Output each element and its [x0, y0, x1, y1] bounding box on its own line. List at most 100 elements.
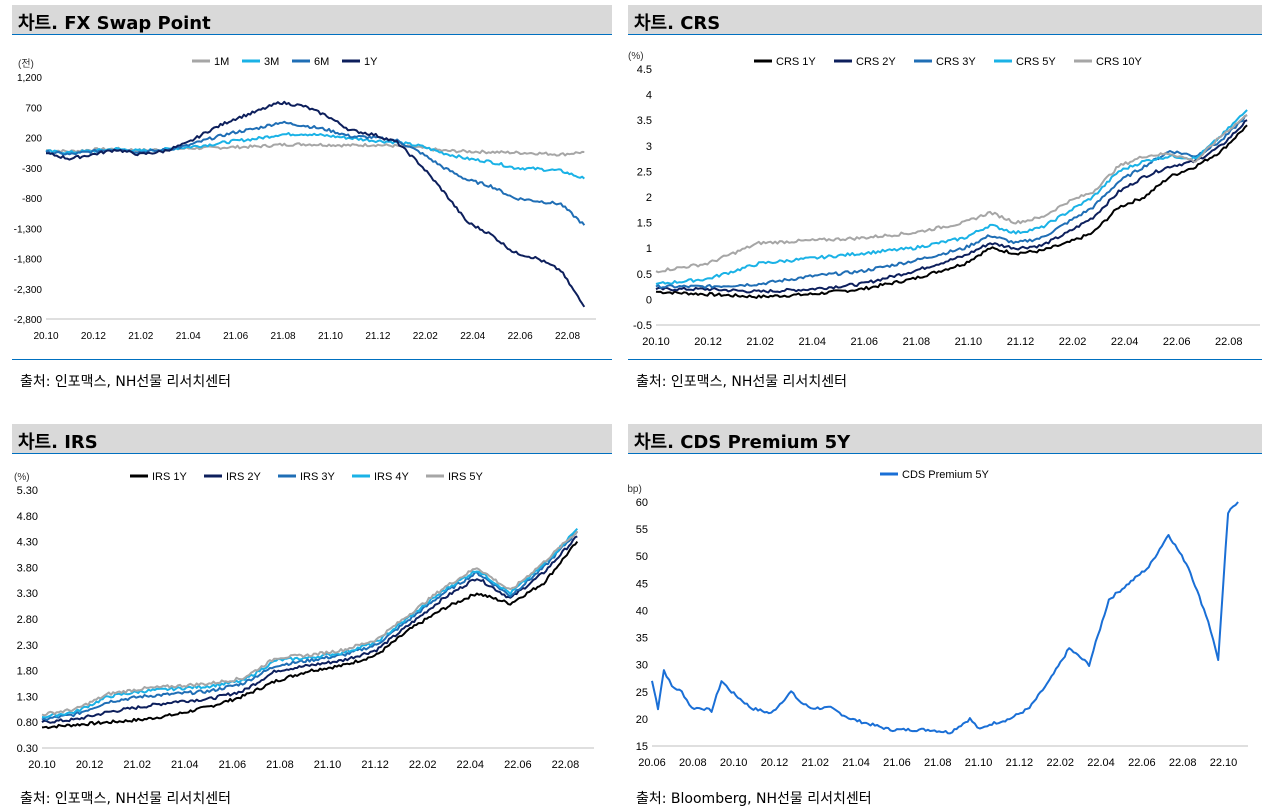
x-tick-label: 21.12	[1006, 757, 1034, 769]
x-tick-label: 22.06	[508, 331, 533, 342]
x-tick-label: 22.06	[1128, 757, 1156, 769]
legend-label: CDS Premium 5Y	[902, 469, 989, 481]
y-tick-label: -2,800	[14, 315, 43, 326]
y-tick-label: 4.80	[17, 511, 38, 523]
x-tick-label: 21.12	[1007, 336, 1035, 348]
legend-label: CRS 3Y	[936, 56, 976, 68]
x-tick-label: 21.06	[223, 331, 248, 342]
cds-chart: (bp) 60 55 50 45 40 35 30 25 20 15 20.06 20.08 20.10 2…	[628, 469, 1248, 769]
series-line-crs-3y	[655, 114, 1248, 290]
y-tick-label: 4.5	[637, 64, 652, 76]
irs-chart: (%) 5.30 4.80 4.30 3.80 3.30 2.80 2.30 1.80 1.30 0…	[14, 471, 594, 771]
y-tick-label: 1.5	[637, 218, 652, 230]
x-tick-label: 21.12	[361, 759, 389, 771]
series-line-crs-5y	[655, 109, 1248, 285]
y-tick-label: 45	[636, 578, 648, 590]
y-tick-label: -300	[22, 164, 42, 175]
x-tick-label: 21.08	[903, 336, 931, 348]
y-tick-label: 20	[636, 714, 648, 726]
legend-label: IRS 4Y	[374, 471, 410, 483]
x-tick-label: 22.02	[1059, 336, 1087, 348]
y-tick-label: 35	[636, 633, 648, 645]
irs-panel: 차트. IRS (%) 5.30 4.80 4.30 3.80 3.30 2.80 2.30 1…	[12, 424, 612, 812]
x-tick-label: 20.10	[642, 336, 670, 348]
x-tick-label: 21.02	[128, 331, 153, 342]
y-tick-label: 55	[636, 524, 648, 536]
y-tick-label: -0.5	[633, 320, 652, 332]
x-tick-label: 20.12	[81, 331, 106, 342]
series-line-irs-2y	[41, 535, 578, 724]
legend-label: CRS 1Y	[776, 56, 816, 68]
x-tick-label: 21.02	[746, 336, 774, 348]
x-tick-label: 21.06	[219, 759, 247, 771]
series-line-irs-4y	[41, 528, 579, 719]
y-tick-label: -1,300	[14, 224, 43, 235]
x-tick-label: 22.06	[1163, 336, 1191, 348]
x-tick-label: 21.08	[924, 757, 952, 769]
x-tick-label: 22.06	[504, 759, 532, 771]
y-tick-label: 2.5	[637, 166, 652, 178]
legend-label: 1Y	[364, 56, 378, 68]
x-tick-label: 22.08	[552, 759, 580, 771]
y-tick-label: 4	[646, 90, 652, 102]
x-tick-label: 20.06	[638, 757, 666, 769]
y-tick-label: 3.80	[17, 562, 38, 574]
fx-swap-panel: 차트. FX Swap Point (전) 1,200 700 200 -300 -800…	[12, 5, 612, 395]
x-tick-label: 20.10	[28, 759, 56, 771]
series-line-1m	[45, 142, 585, 157]
x-tick-label: 21.06	[851, 336, 879, 348]
panel-title: 차트. CDS Premium 5Y	[634, 432, 851, 453]
y-tick-label: -2,300	[14, 285, 43, 296]
axis-unit-label: (bp)	[628, 484, 642, 495]
x-tick-label: 21.02	[123, 759, 151, 771]
x-tick-label: 22.08	[555, 331, 580, 342]
y-tick-label: 4.30	[17, 537, 38, 549]
x-tick-label: 20.10	[720, 757, 748, 769]
y-tick-label: 2	[646, 192, 652, 204]
x-tick-label: 21.04	[176, 331, 201, 342]
y-tick-label: 60	[636, 497, 648, 509]
x-tick-label: 21.04	[798, 336, 826, 348]
series-line-irs-3y	[41, 530, 579, 721]
x-tick-label: 22.10	[1210, 757, 1238, 769]
x-tick-label: 22.02	[1046, 757, 1074, 769]
legend-label: CRS 10Y	[1096, 56, 1143, 68]
legend-label: IRS 5Y	[448, 471, 484, 483]
source-note: 출처: 인포맥스, NH선물 리서치센터	[20, 374, 231, 390]
y-tick-label: 2.80	[17, 614, 38, 626]
y-tick-label: 0.30	[17, 743, 38, 755]
panel-title: 차트. CRS	[634, 13, 721, 34]
source-note: 출처: 인포맥스, NH선물 리서치센터	[636, 374, 847, 390]
y-tick-label: 3.30	[17, 588, 38, 600]
panel-title: 차트. FX Swap Point	[18, 13, 211, 34]
x-tick-label: 21.08	[271, 331, 296, 342]
y-tick-label: 700	[25, 103, 42, 114]
x-tick-label: 22.08	[1169, 757, 1197, 769]
y-tick-label: 3	[646, 141, 652, 153]
x-tick-label: 20.12	[761, 757, 789, 769]
series-line-crs-1y	[655, 124, 1248, 299]
series-line-crs-10y	[655, 114, 1248, 274]
axis-unit-label: (%)	[14, 472, 30, 483]
y-tick-label: 0.5	[637, 269, 652, 281]
x-tick-label: 20.10	[33, 331, 58, 342]
y-tick-label: 15	[636, 741, 648, 753]
legend-label: IRS 3Y	[300, 471, 336, 483]
x-tick-label: 22.04	[457, 759, 485, 771]
cds-panel: 차트. CDS Premium 5Y (bp) 60 55 50 45 40 35 30 25 2…	[628, 424, 1262, 812]
series-line-crs-2y	[655, 119, 1248, 294]
panel-title: 차트. IRS	[18, 432, 98, 453]
legend-label: 3M	[264, 56, 279, 68]
x-tick-label: 22.02	[413, 331, 438, 342]
x-tick-label: 21.10	[314, 759, 342, 771]
fx-swap-chart: (전) 1,200 700 200 -300 -800 -1,300 -1,800 -2,300…	[14, 56, 596, 342]
legend-label: IRS 1Y	[152, 471, 188, 483]
x-tick-label: 22.08	[1215, 336, 1243, 348]
y-tick-label: 1.80	[17, 666, 38, 678]
legend-label: CRS 2Y	[856, 56, 896, 68]
panel-title-bar: 차트. IRS	[12, 424, 612, 454]
x-tick-label: 20.08	[679, 757, 707, 769]
series-line-6m	[45, 120, 586, 226]
legend-label: 1M	[214, 56, 229, 68]
series-line-cds-premium-5y	[651, 501, 1239, 735]
